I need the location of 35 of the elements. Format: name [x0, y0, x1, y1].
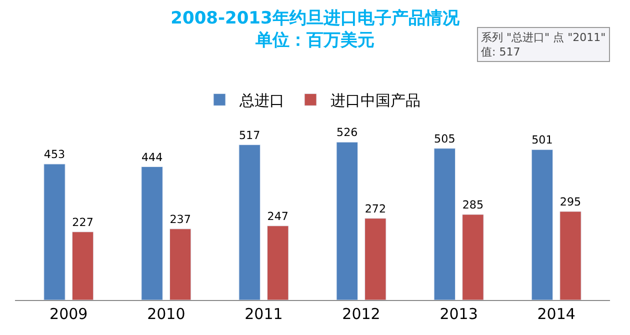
data-label: 453	[44, 148, 66, 162]
bar	[434, 148, 456, 300]
bar	[72, 232, 94, 300]
bar	[141, 166, 163, 300]
x-tick-label: 2009	[50, 305, 88, 323]
bar	[336, 142, 358, 300]
data-label: 505	[434, 132, 456, 146]
bar	[364, 218, 386, 300]
data-label: 501	[532, 134, 553, 147]
data-label: 247	[267, 210, 288, 223]
chart-subtitle: 单位：百万美元	[254, 30, 374, 51]
data-label: 517	[238, 128, 260, 142]
data-label: 227	[72, 216, 94, 229]
bar	[169, 228, 192, 300]
bar	[560, 211, 582, 300]
data-label: 295	[560, 195, 582, 208]
bar	[462, 214, 484, 300]
bar	[531, 149, 554, 300]
data-label: 526	[336, 126, 358, 140]
bar	[267, 226, 289, 300]
data-label: 237	[170, 212, 191, 226]
data-label: 285	[462, 198, 484, 212]
x-tick-label: 2010	[147, 305, 186, 323]
bar	[44, 164, 66, 300]
chart-title: 2008-2013年约旦进口电子产品情况	[170, 8, 460, 28]
legend-label: 进口中国产品	[330, 92, 420, 110]
data-label: 272	[364, 202, 386, 216]
bar	[238, 144, 260, 300]
legend-label: 总进口	[238, 92, 284, 110]
x-tick-label: 2012	[342, 305, 380, 323]
x-tick-label: 2011	[244, 305, 283, 323]
x-tick-label: 2014	[537, 305, 576, 323]
text: 系列 "总进口" 点 "2011" 值: 517	[481, 31, 606, 58]
x-tick-label: 2013	[440, 305, 478, 323]
data-label: 444	[141, 150, 163, 164]
